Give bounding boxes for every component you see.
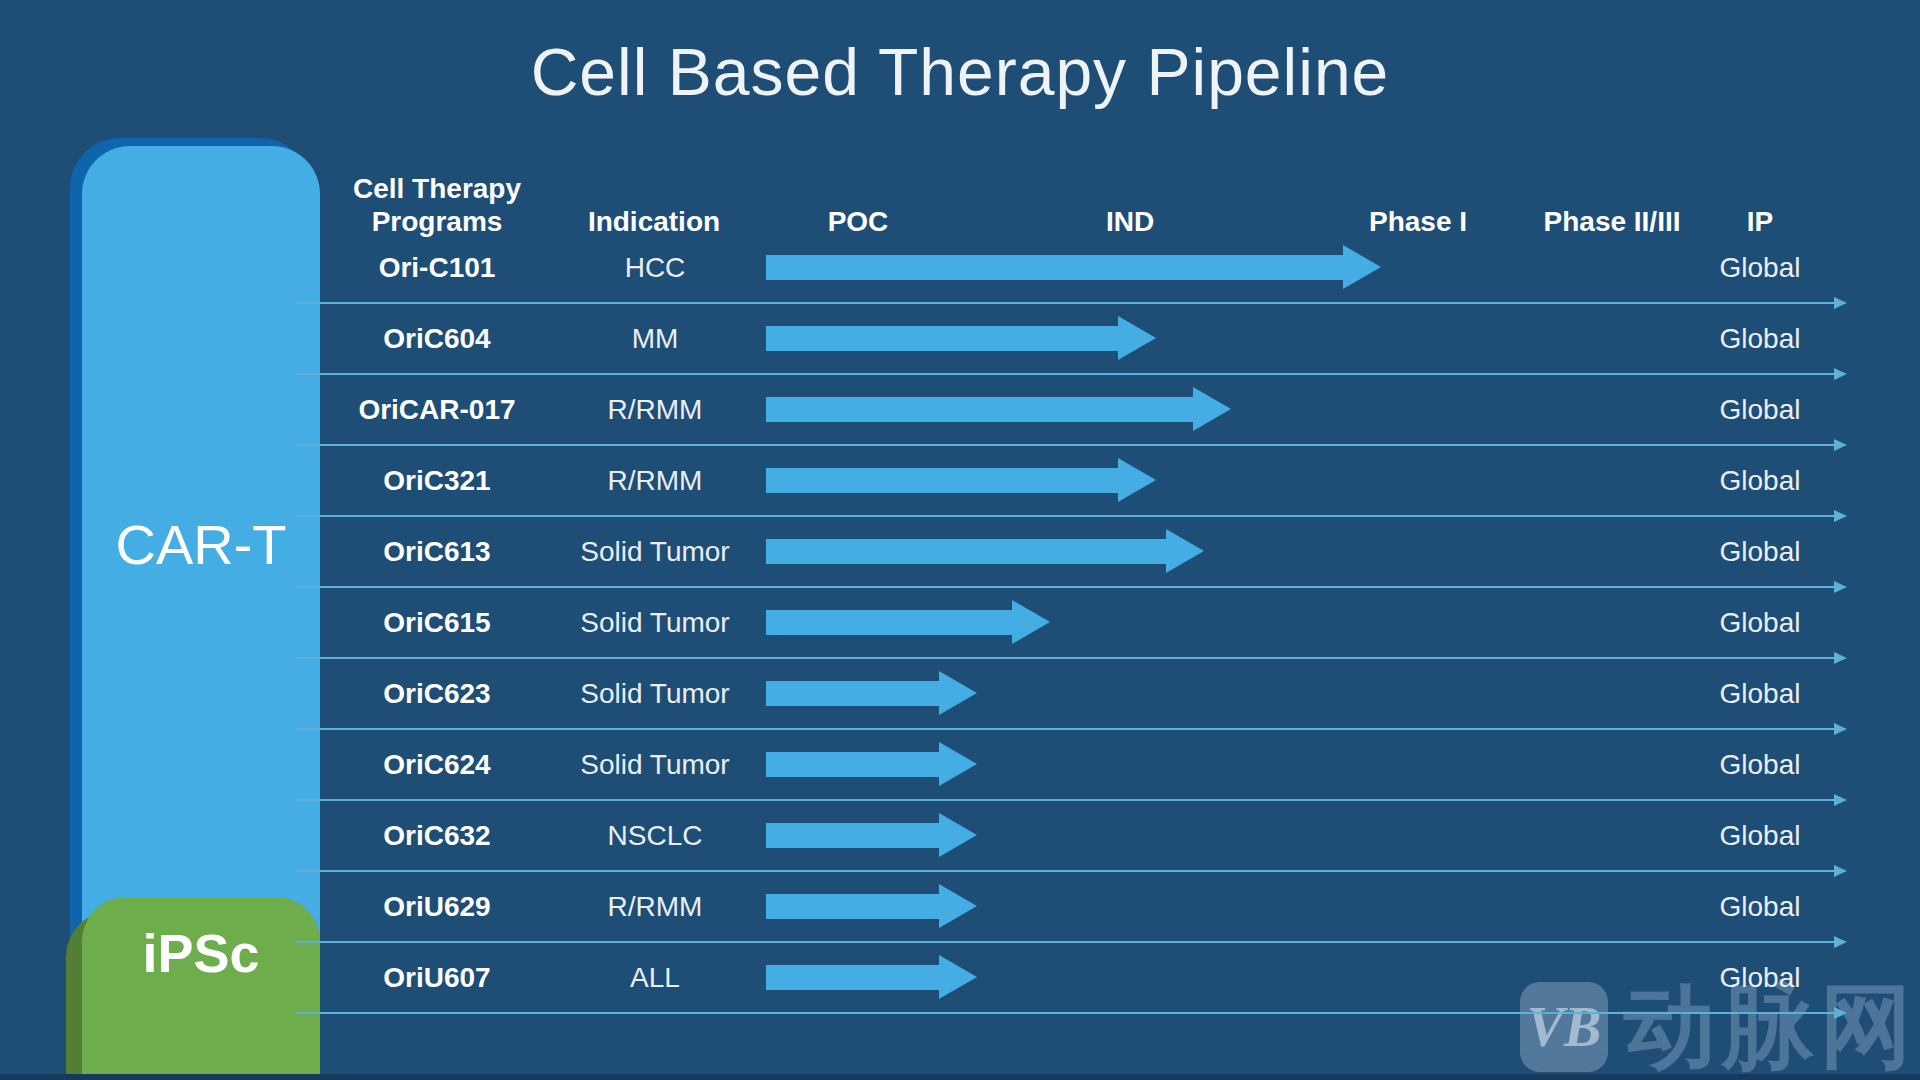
progress-arrow-body (766, 326, 1118, 351)
table-row: OriC624 Solid Tumor Global (0, 729, 1920, 800)
table-row: OriU607 ALL Global (0, 942, 1920, 1013)
row-separator-line (296, 1012, 1834, 1014)
progress-arrow-body (766, 468, 1118, 493)
progress-arrow-body (766, 752, 939, 777)
program-name: OriU629 (320, 871, 554, 942)
column-header-phase2-3: Phase II/III (1544, 206, 1681, 238)
program-name: OriC632 (320, 800, 554, 871)
table-row: OriC613 Solid Tumor Global (0, 516, 1920, 587)
ip-value: Global (1690, 587, 1830, 658)
table-row: OriC615 Solid Tumor Global (0, 587, 1920, 658)
indication-value: Solid Tumor (540, 587, 770, 658)
ip-value: Global (1690, 303, 1830, 374)
indication-value: R/RMM (540, 374, 770, 445)
indication-value: HCC (540, 232, 770, 303)
ip-value: Global (1690, 374, 1830, 445)
progress-arrow-body (766, 539, 1166, 564)
program-name: Ori-C101 (320, 232, 554, 303)
progress-arrowhead-icon (1343, 245, 1381, 289)
indication-value: ALL (540, 942, 770, 1013)
progress-arrow-body (766, 894, 939, 919)
ip-value: Global (1690, 445, 1830, 516)
indication-value: Solid Tumor (540, 729, 770, 800)
program-name: OriU607 (320, 942, 554, 1013)
separator-arrowhead-icon (1834, 1007, 1847, 1019)
program-name: OriC613 (320, 516, 554, 587)
progress-arrowhead-icon (1118, 316, 1156, 360)
ip-value: Global (1690, 800, 1830, 871)
column-header-poc: POC (828, 206, 889, 238)
progress-arrow-body (766, 255, 1343, 280)
table-rows: Ori-C101 HCC Global OriC604 MM Global Or… (0, 232, 1920, 1013)
progress-arrow-body (766, 965, 939, 990)
indication-value: Solid Tumor (540, 516, 770, 587)
program-name: OriC623 (320, 658, 554, 729)
ip-value: Global (1690, 871, 1830, 942)
indication-value: R/RMM (540, 445, 770, 516)
program-name: OriC624 (320, 729, 554, 800)
progress-arrowhead-icon (939, 742, 977, 786)
progress-arrow-body (766, 681, 939, 706)
column-header-programs: Cell Therapy Programs (353, 172, 521, 238)
program-name: OriC321 (320, 445, 554, 516)
column-header-phase1: Phase I (1369, 206, 1467, 238)
progress-arrowhead-icon (1012, 600, 1050, 644)
progress-arrowhead-icon (1118, 458, 1156, 502)
progress-arrowhead-icon (939, 884, 977, 928)
program-name: OriCAR-017 (320, 374, 554, 445)
table-row: OriCAR-017 R/RMM Global (0, 374, 1920, 445)
bottom-edge-strip (0, 1074, 1920, 1080)
progress-arrow-body (766, 823, 939, 848)
ip-value: Global (1690, 516, 1830, 587)
indication-value: Solid Tumor (540, 658, 770, 729)
table-row: OriC623 Solid Tumor Global (0, 658, 1920, 729)
indication-value: MM (540, 303, 770, 374)
indication-value: R/RMM (540, 871, 770, 942)
ip-value: Global (1690, 729, 1830, 800)
progress-arrowhead-icon (939, 813, 977, 857)
ip-value: Global (1690, 658, 1830, 729)
page-title: Cell Based Therapy Pipeline (0, 34, 1920, 110)
progress-arrowhead-icon (939, 671, 977, 715)
ip-value: Global (1690, 942, 1830, 1013)
column-header-ind: IND (1106, 206, 1154, 238)
column-header-indication: Indication (588, 206, 720, 238)
table-row: OriC632 NSCLC Global (0, 800, 1920, 871)
slide-canvas: Cell Based Therapy Pipeline CAR-T iPSc C… (0, 0, 1920, 1080)
program-name: OriC604 (320, 303, 554, 374)
progress-arrowhead-icon (939, 955, 977, 999)
program-name: OriC615 (320, 587, 554, 658)
table-row: OriC321 R/RMM Global (0, 445, 1920, 516)
progress-arrowhead-icon (1193, 387, 1231, 431)
table-row: OriC604 MM Global (0, 303, 1920, 374)
table-row: Ori-C101 HCC Global (0, 232, 1920, 303)
progress-arrow-body (766, 397, 1193, 422)
progress-arrowhead-icon (1166, 529, 1204, 573)
table-row: OriU629 R/RMM Global (0, 871, 1920, 942)
progress-arrow-body (766, 610, 1012, 635)
indication-value: NSCLC (540, 800, 770, 871)
column-header-ip: IP (1747, 206, 1773, 238)
ip-value: Global (1690, 232, 1830, 303)
